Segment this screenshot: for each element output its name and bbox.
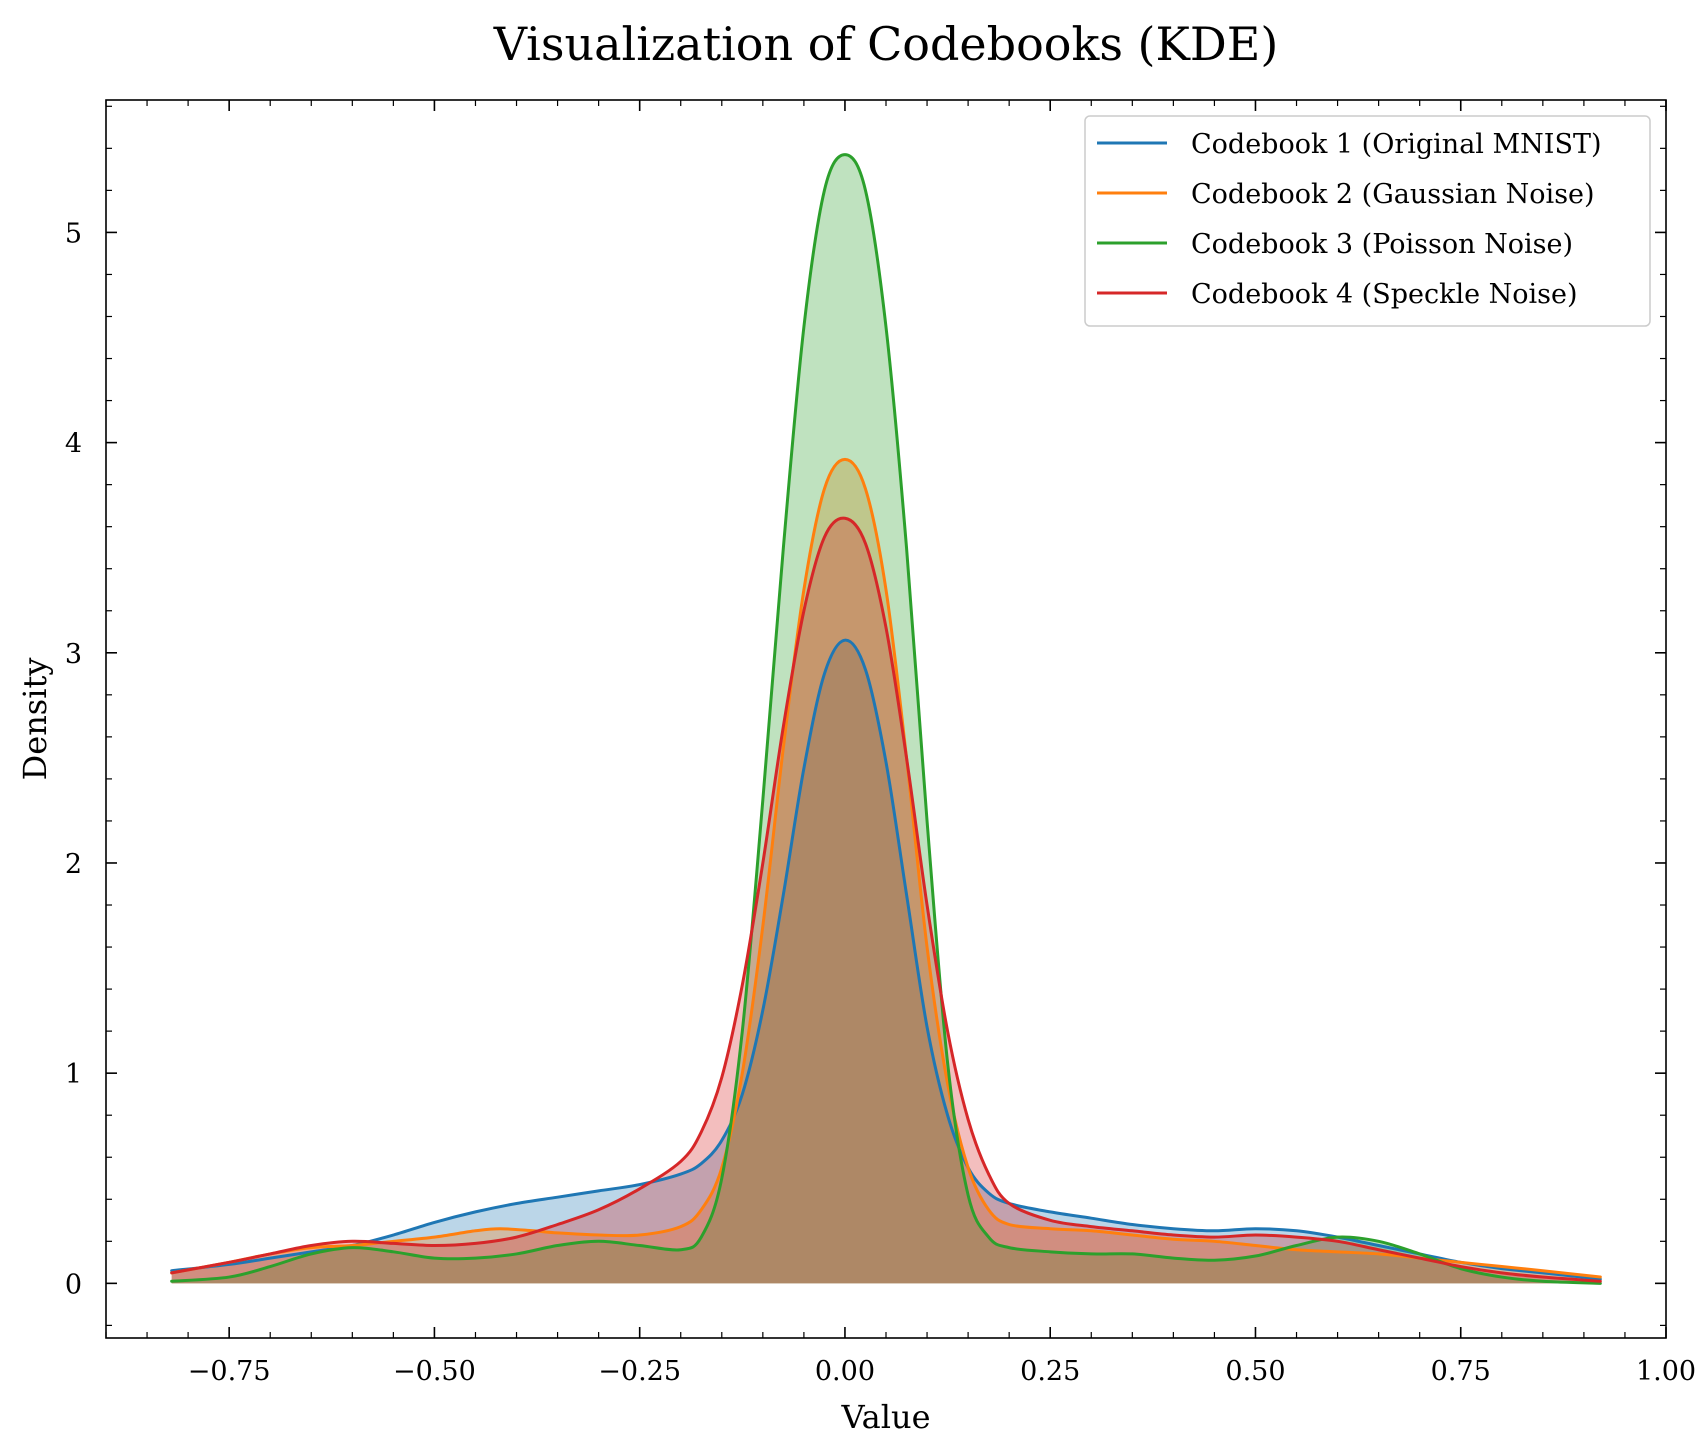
y-tick-label: 4 (65, 429, 82, 460)
y-tick-label: 1 (65, 1059, 82, 1090)
x-tick-label: 0.75 (1431, 1356, 1491, 1387)
kde-line-codebook-1 (170, 638, 1602, 1281)
x-axis-label: Value (840, 1398, 930, 1436)
y-tick-label: 5 (65, 218, 82, 249)
x-tick-label: −0.25 (598, 1356, 681, 1387)
legend-label-codebook-4: Codebook 4 (Speckle Noise) (1191, 279, 1578, 310)
x-tick-label: −0.75 (188, 1356, 271, 1387)
y-tick-label: 0 (65, 1269, 82, 1300)
kde-fill-codebook-3 (171, 154, 1601, 1284)
x-tick-label: 0.25 (1020, 1356, 1080, 1387)
axis-ticks (105, 100, 1667, 1338)
x-tick-label: 0.00 (815, 1356, 875, 1387)
y-axis-label: Density (16, 658, 54, 781)
x-tick-label: 1.00 (1636, 1356, 1696, 1387)
legend-label-codebook-1: Codebook 1 (Original MNIST) (1191, 129, 1601, 160)
legend-box (1084, 115, 1651, 327)
kde-fill-codebook-4 (171, 518, 1601, 1284)
fills-layer (171, 154, 1601, 1284)
y-tick-label: 2 (65, 849, 82, 880)
legend-label-codebook-2: Codebook 2 (Gaussian Noise) (1191, 179, 1595, 210)
kde-line-codebook-3 (170, 153, 1602, 1285)
chart-title: Visualization of Codebooks (KDE) (493, 17, 1279, 71)
kde-line-codebook-4 (170, 516, 1602, 1283)
lines-layer (170, 153, 1602, 1285)
legend-label-codebook-3: Codebook 3 (Poisson Noise) (1191, 229, 1573, 260)
kde-fill-codebook-2 (171, 459, 1601, 1284)
y-tick-label: 3 (65, 639, 82, 670)
legend: Codebook 1 (Original MNIST) Codebook 2 (G… (1084, 115, 1651, 327)
tick-labels: −0.75 −0.50 −0.25 0.00 0.25 0.50 0.75 1.00 0 1 2 3 4… (65, 218, 1696, 1387)
x-tick-label: 0.50 (1225, 1356, 1285, 1387)
x-tick-label: −0.50 (393, 1356, 476, 1387)
kde-fill-codebook-1 (171, 640, 1601, 1284)
kde-line-codebook-2 (170, 457, 1602, 1279)
